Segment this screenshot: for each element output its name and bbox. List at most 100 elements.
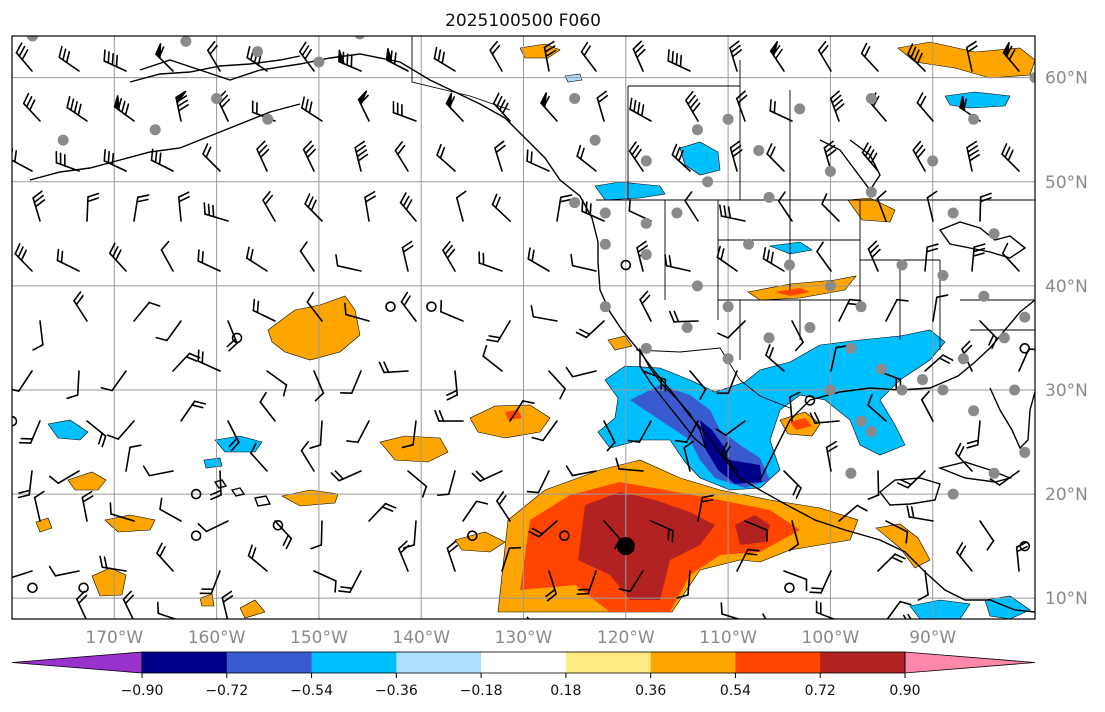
longitude-label: 150°W bbox=[290, 628, 348, 648]
wind-barb bbox=[489, 40, 503, 72]
station-dot bbox=[896, 384, 908, 396]
colorbar-tick-label: 0.72 bbox=[805, 683, 836, 699]
warm-anomaly-region bbox=[199, 593, 215, 607]
station-dot bbox=[968, 405, 980, 417]
wind-barb bbox=[736, 548, 760, 572]
wind-barb bbox=[527, 247, 550, 272]
wind-barb bbox=[160, 240, 174, 272]
wind-barb bbox=[385, 47, 409, 72]
wind-barb bbox=[12, 570, 33, 579]
wind-barb bbox=[788, 520, 800, 552]
station-dot bbox=[743, 238, 755, 250]
colorbar-tick-label: 0.90 bbox=[889, 683, 920, 699]
cool-anomaly-region bbox=[203, 457, 223, 469]
latitude-label: 50°N bbox=[1045, 173, 1088, 193]
wind-barb bbox=[716, 370, 738, 395]
wind-barb bbox=[1001, 242, 1020, 272]
station-dot bbox=[722, 353, 734, 365]
colorbar-segment bbox=[820, 652, 906, 673]
wind-barb bbox=[66, 370, 80, 400]
wind-barb bbox=[769, 99, 793, 122]
station-dot bbox=[876, 363, 888, 375]
colorbar-segment bbox=[142, 652, 228, 673]
wind-barb bbox=[628, 141, 644, 172]
station-dot bbox=[640, 342, 652, 354]
wind-barb bbox=[335, 254, 362, 272]
wind-barb bbox=[81, 490, 94, 522]
wind-barb bbox=[113, 95, 135, 122]
wind-barb bbox=[971, 243, 986, 272]
calm-circle bbox=[27, 582, 38, 594]
wind-barb bbox=[330, 470, 362, 482]
wind-barb bbox=[906, 505, 934, 522]
baja-california-coastline bbox=[639, 347, 708, 451]
cool-anomaly-region bbox=[47, 419, 89, 441]
wind-barb bbox=[398, 540, 410, 572]
warm-anomaly-region bbox=[735, 515, 770, 545]
station-dot bbox=[855, 301, 867, 313]
wind-barb bbox=[32, 190, 46, 222]
wind-barb bbox=[180, 400, 207, 422]
wind-barb bbox=[66, 96, 88, 122]
wind-barb bbox=[86, 420, 107, 448]
colorbar-segment bbox=[565, 652, 652, 673]
cool-anomaly-region bbox=[909, 599, 971, 619]
station-dot bbox=[691, 280, 703, 292]
colorbar-segment bbox=[311, 652, 397, 673]
wind-barb bbox=[310, 520, 323, 550]
longitude-label: 160°W bbox=[188, 628, 246, 648]
colorbar-tick-label: −0.72 bbox=[205, 683, 248, 699]
wind-barb bbox=[496, 491, 511, 522]
wind-barb bbox=[32, 320, 44, 351]
wind-barb bbox=[867, 393, 887, 422]
colorbar-tick-label: 0.18 bbox=[550, 683, 581, 699]
wind-barb bbox=[816, 241, 832, 272]
wind-barb bbox=[783, 470, 802, 499]
station-dot bbox=[640, 249, 652, 261]
colorbar-segment bbox=[735, 652, 821, 673]
wind-barb bbox=[440, 299, 464, 322]
station-markers bbox=[26, 36, 1035, 500]
longitude-label: 140°W bbox=[392, 628, 450, 648]
alaska-canada-border bbox=[411, 36, 511, 111]
wind-barb bbox=[528, 520, 558, 538]
station-dot bbox=[824, 165, 836, 177]
station-dot bbox=[947, 207, 959, 219]
colorbar-tick-label: −0.90 bbox=[121, 683, 164, 699]
wind-barb bbox=[33, 490, 45, 522]
wind-barb bbox=[478, 251, 503, 272]
map-frame bbox=[11, 35, 1036, 620]
north-america-coastline bbox=[139, 53, 1035, 613]
warm-anomaly-region bbox=[104, 514, 156, 533]
wind-barb bbox=[526, 149, 550, 172]
wind-barb bbox=[861, 142, 879, 172]
target-location-marker bbox=[616, 537, 635, 556]
wind-barb bbox=[157, 601, 178, 619]
calm-circle bbox=[620, 259, 632, 271]
wind-barb bbox=[830, 345, 848, 372]
wind-barb bbox=[789, 391, 801, 422]
calm-circle bbox=[1019, 343, 1031, 354]
wind-barb bbox=[103, 49, 127, 72]
station-dot bbox=[988, 228, 1000, 240]
cool-anomaly-region bbox=[700, 420, 762, 484]
wind-barb bbox=[1001, 143, 1020, 172]
wind-barb bbox=[809, 570, 832, 594]
wind-barb bbox=[684, 191, 699, 222]
wind-barb bbox=[199, 570, 221, 595]
wind-barb bbox=[683, 440, 694, 472]
alaska-coastline bbox=[129, 55, 301, 83]
station-dot bbox=[599, 207, 611, 219]
wind-barb bbox=[596, 90, 609, 122]
wind-barb bbox=[735, 90, 748, 122]
wind-barb bbox=[22, 92, 41, 122]
us-mexico-border bbox=[635, 347, 791, 409]
wind-barb bbox=[486, 320, 511, 343]
station-dot bbox=[26, 36, 38, 42]
wind-barb bbox=[401, 240, 414, 272]
florida-coastline bbox=[989, 387, 1035, 450]
warm-anomaly-region bbox=[239, 599, 266, 619]
wind-barb bbox=[716, 245, 738, 272]
wind-barb bbox=[338, 570, 362, 594]
wind-barb bbox=[436, 470, 456, 497]
